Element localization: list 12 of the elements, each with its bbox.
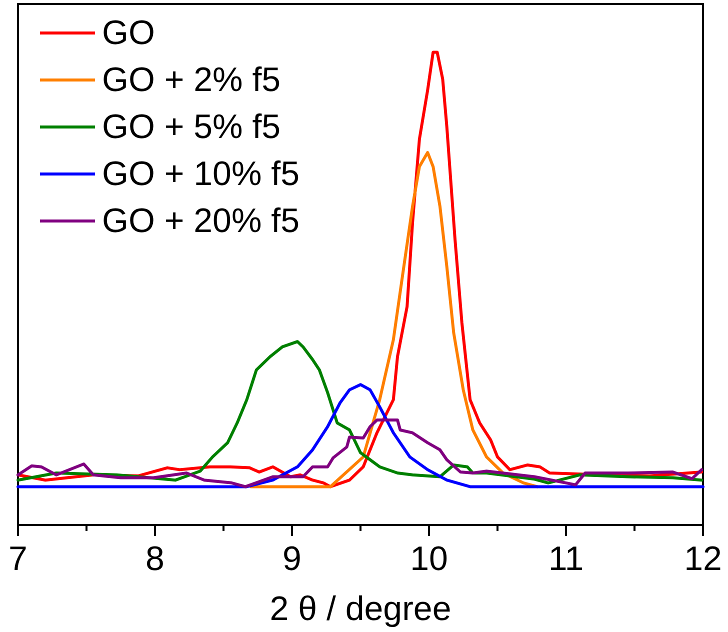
x-tick-label: 9: [282, 540, 302, 578]
x-tick-label: 11: [548, 540, 584, 578]
x-tick-label: 7: [8, 540, 28, 578]
x-tick-label: 8: [146, 540, 164, 578]
legend-label: GO + 5% f5: [102, 108, 281, 146]
legend-label: GO + 2% f5: [102, 61, 281, 99]
x-tick-label: 12: [684, 540, 722, 578]
x-axis-title: 2 θ / degree: [270, 590, 452, 628]
legend-label: GO: [102, 14, 155, 52]
x-tick-label: 10: [410, 540, 448, 578]
legend-label: GO + 10% f5: [102, 155, 300, 193]
legend-label: GO + 20% f5: [102, 202, 300, 240]
